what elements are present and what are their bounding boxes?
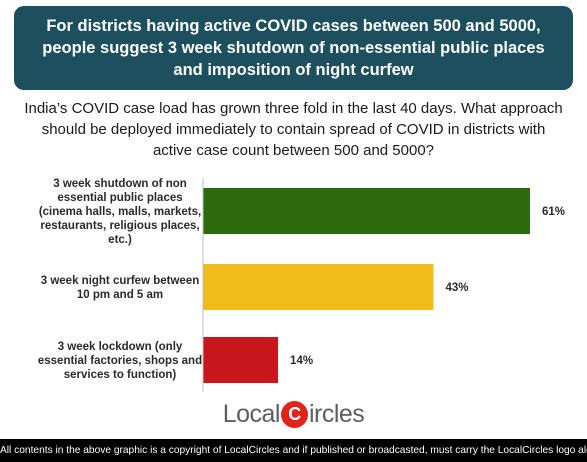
- category-label-line: (cinema halls, malls, markets,: [39, 206, 201, 218]
- logo-text-start: Local: [222, 399, 281, 428]
- category-label-line: 3 week night curfew between: [41, 275, 199, 287]
- category-label-line: restaurants, religious places,: [40, 220, 199, 232]
- bar-3: [203, 337, 279, 383]
- logo-text-end: ircles: [308, 399, 365, 428]
- bar-value-label-3: 14%: [290, 355, 313, 367]
- headline-banner: For districts having active COVID cases …: [14, 6, 573, 90]
- bar-chart: 61% 3 week shutdown of non essential publi…: [38, 178, 565, 392]
- question-line-2: should be deployed immediately to contai…: [41, 121, 546, 138]
- question-line-1: India’s COVID case load has grown three …: [24, 100, 563, 117]
- headline-line-3: and imposition of night curfew: [173, 61, 414, 79]
- survey-question: India’s COVID case load has grown three …: [22, 98, 565, 161]
- category-label-3: 3 week lockdown (only essential factories…: [38, 341, 202, 381]
- category-label-line: 3 week lockdown (only: [58, 341, 183, 353]
- category-label-line: 3 week shutdown of non: [53, 178, 187, 190]
- category-label-line: essential public places: [57, 192, 182, 204]
- category-label-line: 10 pm and 5 am: [77, 289, 163, 301]
- bar-2: [203, 264, 434, 310]
- category-label-line: etc.): [108, 234, 132, 246]
- logo-circle-icon: C: [280, 400, 308, 428]
- category-label-line: essential factories, shops and: [38, 355, 202, 367]
- headline-line-1: For districts having active COVID cases …: [46, 17, 541, 35]
- question-line-3: active case count between 500 and 5000?: [152, 142, 435, 159]
- bar-1: [203, 188, 530, 234]
- category-label-1: 3 week shutdown of non essential public p…: [39, 178, 201, 246]
- category-label-line: services to function): [64, 369, 177, 381]
- copyright-footer: All contents in the above graphic is a c…: [0, 439, 587, 462]
- bar-value-label-2: 43%: [446, 282, 469, 294]
- headline-line-2: people suggest 3 week shutdown of non-es…: [42, 39, 545, 57]
- bar-value-label-1: 61%: [542, 206, 565, 218]
- category-label-2: 3 week night curfew between 10 pm and 5 a…: [41, 275, 199, 301]
